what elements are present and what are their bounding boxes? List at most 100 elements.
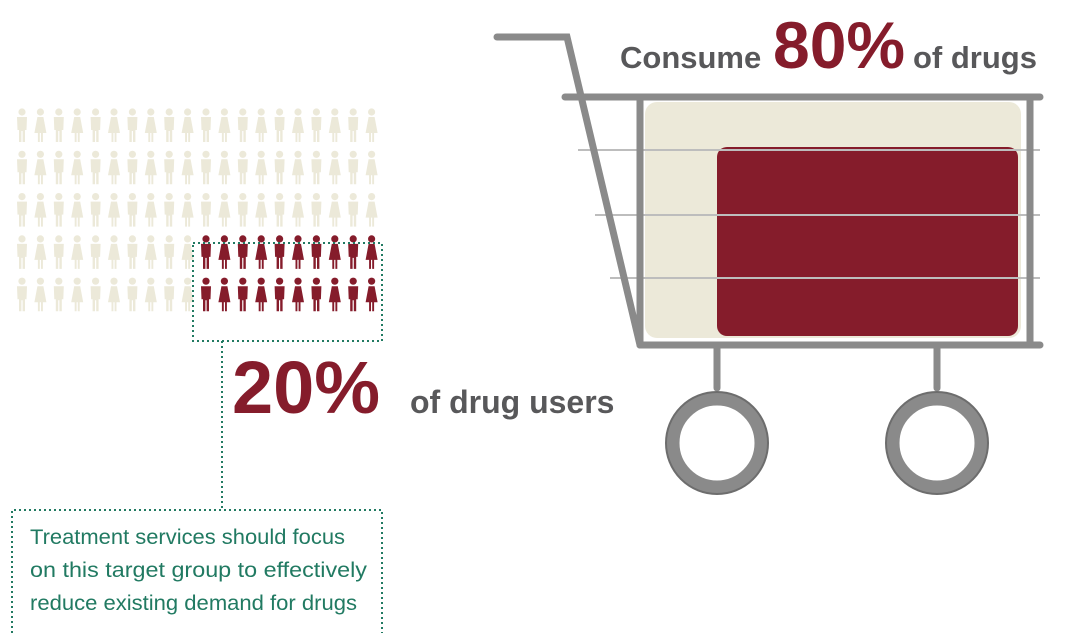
- person-icon: [218, 235, 231, 269]
- person-icon: [311, 235, 322, 269]
- person-icon: [365, 193, 378, 227]
- note-line: on this target group to effectively: [30, 559, 368, 582]
- person-icon: [255, 277, 268, 312]
- person-icon: [164, 108, 175, 142]
- person-icon: [328, 193, 341, 227]
- person-icon: [90, 108, 101, 142]
- person-icon: [90, 235, 101, 269]
- person-icon: [127, 150, 138, 185]
- cart-fill-share: [717, 147, 1018, 336]
- person-icon: [108, 235, 120, 269]
- person-icon: [90, 193, 101, 227]
- person-icon: [34, 235, 47, 269]
- people-grid: [17, 108, 378, 312]
- person-icon: [144, 193, 157, 227]
- person-icon: [201, 193, 211, 227]
- person-icon: [255, 235, 268, 269]
- person-icon: [164, 235, 175, 269]
- person-icon: [181, 277, 194, 312]
- person-icon: [292, 193, 304, 227]
- person-icon: [311, 193, 322, 227]
- person-icon: [348, 108, 359, 142]
- note-line: Treatment services should focus: [30, 526, 345, 549]
- wheel-rim: [885, 391, 989, 495]
- person-icon: [237, 108, 248, 142]
- person-icon: [127, 277, 138, 312]
- person-icon: [328, 235, 341, 269]
- person-icon: [348, 235, 359, 269]
- person-icon: [181, 235, 194, 269]
- person-icon: [292, 108, 304, 142]
- person-icon: [292, 235, 304, 269]
- person-icon: [17, 235, 27, 269]
- headline-suffix: of drugs: [913, 40, 1037, 75]
- person-icon: [127, 108, 138, 142]
- person-icon: [218, 108, 231, 142]
- person-icon: [237, 193, 248, 227]
- person-icon: [201, 108, 211, 142]
- person-icon: [90, 277, 101, 312]
- person-icon: [201, 235, 211, 269]
- person-icon: [53, 235, 64, 269]
- person-icon: [181, 150, 194, 185]
- wheel: [666, 392, 768, 494]
- person-icon: [53, 108, 64, 142]
- person-icon: [144, 277, 157, 312]
- person-icon: [348, 150, 359, 185]
- person-icon: [274, 193, 285, 227]
- person-icon: [328, 150, 341, 185]
- person-icon: [365, 150, 378, 185]
- person-icon: [144, 108, 157, 142]
- highlight-box: [192, 242, 383, 342]
- headline-prefix: Consume: [620, 40, 761, 75]
- person-icon: [274, 108, 285, 142]
- person-icon: [365, 235, 378, 269]
- person-icon: [53, 193, 64, 227]
- note-line: reduce existing demand for drugs: [30, 592, 357, 615]
- person-icon: [218, 150, 231, 185]
- person-icon: [255, 193, 268, 227]
- group-share: 20%: [232, 346, 380, 429]
- person-icon: [328, 108, 341, 142]
- person-icon: [17, 193, 27, 227]
- person-icon: [255, 108, 268, 142]
- person-icon: [365, 277, 378, 312]
- person-icon: [144, 150, 157, 185]
- person-icon: [34, 277, 47, 312]
- person-icon: [201, 150, 211, 185]
- person-icon: [71, 150, 84, 185]
- headline-share: 80%: [773, 8, 905, 82]
- wheel-rim: [665, 391, 769, 495]
- person-icon: [348, 277, 359, 312]
- person-icon: [108, 277, 120, 312]
- person-icon: [127, 235, 138, 269]
- person-icon: [17, 150, 27, 185]
- person-icon: [34, 150, 47, 185]
- person-icon: [144, 235, 157, 269]
- person-icon: [34, 193, 47, 227]
- person-icon: [237, 235, 248, 269]
- person-icon: [274, 150, 285, 185]
- person-icon: [108, 193, 120, 227]
- person-icon: [71, 277, 84, 312]
- person-icon: [164, 193, 175, 227]
- cart-frame: [493, 33, 1044, 392]
- person-icon: [181, 193, 194, 227]
- person-icon: [53, 277, 64, 312]
- person-icon: [218, 193, 231, 227]
- person-icon: [292, 277, 304, 312]
- person-icon: [311, 150, 322, 185]
- person-icon: [348, 193, 359, 227]
- person-icon: [181, 108, 194, 142]
- person-icon: [34, 108, 47, 142]
- person-icon: [164, 277, 175, 312]
- person-icon: [365, 108, 378, 142]
- person-icon: [71, 235, 84, 269]
- person-icon: [108, 150, 120, 185]
- person-icon: [218, 277, 231, 312]
- person-icon: [328, 277, 341, 312]
- person-icon: [237, 150, 248, 185]
- person-icon: [164, 150, 175, 185]
